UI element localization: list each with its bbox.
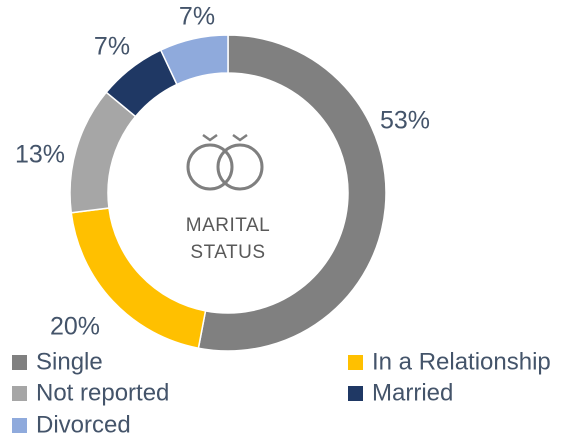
center-label: MARITAL STATUS xyxy=(185,215,271,263)
value-label: 7% xyxy=(179,3,215,31)
donut-segment xyxy=(197,34,387,352)
value-label: 20% xyxy=(50,313,100,341)
legend-label: Married xyxy=(372,379,453,406)
legend-swatch xyxy=(12,418,27,433)
value-label: 7% xyxy=(94,33,130,61)
legend-label: In a Relationship xyxy=(372,348,551,375)
value-label: 53% xyxy=(380,107,430,135)
rings-icon xyxy=(186,133,264,191)
legend-label: Not reported xyxy=(36,379,169,406)
legend-swatch xyxy=(348,386,363,401)
value-label: 13% xyxy=(15,141,65,169)
legend-label: Single xyxy=(36,348,103,375)
donut-segment xyxy=(69,91,137,214)
legend-label: Divorced xyxy=(36,411,131,438)
legend-swatch xyxy=(12,355,27,370)
legend-swatch xyxy=(348,355,363,370)
legend-swatch xyxy=(12,386,27,401)
donut-segment xyxy=(159,34,229,86)
